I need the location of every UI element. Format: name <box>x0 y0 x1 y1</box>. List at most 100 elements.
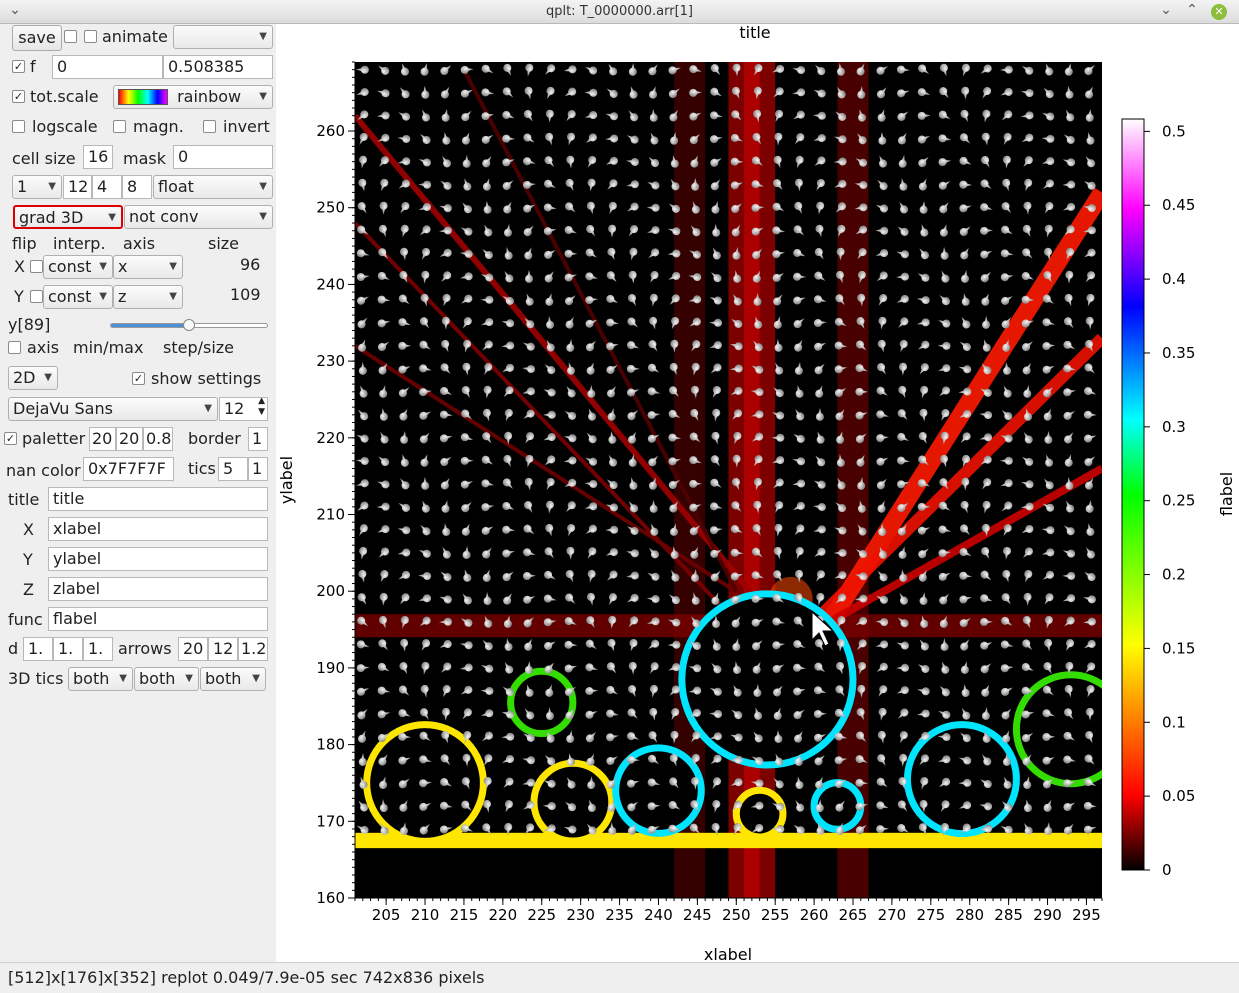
zlabel-input[interactable]: zlabel <box>48 577 268 601</box>
arrow-glyph-shape <box>750 410 764 419</box>
x-interp-combo[interactable]: const ▼ <box>43 255 113 279</box>
y-axis-combo[interactable]: z ▼ <box>113 285 183 309</box>
cellsize-input[interactable]: 16 <box>83 145 113 169</box>
paletter-1-input[interactable]: 20 <box>89 427 116 451</box>
f-checkbox[interactable]: ✓ <box>12 60 25 73</box>
arrows-1-input[interactable]: 20 <box>178 637 208 661</box>
nancolor-input[interactable]: 0x7F7F7F <box>83 457 174 481</box>
arrow-glyph <box>691 362 700 376</box>
invert-checkbox[interactable] <box>203 120 216 133</box>
logscale-checkbox[interactable] <box>12 120 25 133</box>
colorbar-ticks: 00.050.10.150.20.250.30.350.40.450.5 <box>1144 122 1195 879</box>
arrow-glyph <box>899 592 909 605</box>
slice-slider-handle[interactable] <box>183 319 195 331</box>
paletter-3-input[interactable]: 0.8 <box>143 427 173 451</box>
arrow-glyph <box>710 526 723 535</box>
arrows-3-input[interactable]: 1.2 <box>238 637 268 661</box>
f-max-input[interactable]: 0.508385 <box>163 55 273 79</box>
magn-checkbox[interactable] <box>113 120 126 133</box>
arrow-glyph <box>460 227 473 236</box>
palette-combo[interactable]: rainbow ▼ <box>113 85 273 109</box>
arrow-glyph-shape <box>543 227 557 236</box>
x-flip-checkbox[interactable] <box>30 260 43 273</box>
arrow-glyph <box>919 408 928 422</box>
font-combo[interactable]: DejaVu Sans ▼ <box>8 397 218 421</box>
animate-checkbox[interactable] <box>84 30 97 43</box>
func-input[interactable]: flabel <box>48 607 268 631</box>
arrow-glyph-shape <box>897 226 909 237</box>
x-axis-combo[interactable]: x ▼ <box>113 255 183 279</box>
animate-combo[interactable]: ▼ <box>173 25 273 49</box>
d-2-input[interactable]: 1. <box>53 637 83 661</box>
conv-combo[interactable]: not conv ▼ <box>124 205 273 229</box>
d-3-input[interactable]: 1. <box>83 637 113 661</box>
dim-combo[interactable]: 2D ▼ <box>8 366 58 390</box>
cellsize-label: cell size <box>12 149 76 168</box>
totscale-checkbox[interactable]: ✓ <box>12 90 25 103</box>
mask-input[interactable]: 0 <box>173 145 273 169</box>
paletter-checkbox[interactable]: ✓ <box>4 432 17 445</box>
status-bar: [512]x[176]x[352] replot 0.049/7.9e-05 s… <box>0 962 1239 992</box>
plot-canvas[interactable]: title 205 210 215 220 225 230 235 240 245 250 255 2… <box>276 23 1239 964</box>
arrow-glyph <box>585 639 597 650</box>
axis-checkbox[interactable] <box>8 341 21 354</box>
font-size-spinbox[interactable]: 12 ▲ ▼ <box>219 397 268 421</box>
arrow-glyph <box>419 731 431 742</box>
f-min-input[interactable]: 0 <box>52 55 163 79</box>
arrow-glyph-shape <box>814 156 826 167</box>
arrow-glyph <box>816 822 825 835</box>
arrow-glyph-shape <box>938 710 951 719</box>
checkbox-extra[interactable] <box>64 30 77 43</box>
arrow-glyph <box>400 478 410 490</box>
border-input[interactable]: 1 <box>248 427 268 451</box>
component-combo[interactable]: 1 ▼ <box>12 175 62 199</box>
arrow-glyph <box>710 754 722 765</box>
field-8-input[interactable]: 8 <box>122 175 152 199</box>
restore-icon[interactable]: ⌃ <box>1186 2 1198 18</box>
arrow-glyph <box>1083 410 1097 419</box>
arrows-2-input[interactable]: 12 <box>208 637 238 661</box>
tics-1-input[interactable]: 5 <box>218 457 248 481</box>
arrow-glyph <box>919 754 930 766</box>
arrow-glyph <box>1084 754 1095 766</box>
arrow-glyph <box>524 86 533 100</box>
arrow-glyph <box>461 523 470 536</box>
field-12-input[interactable]: 12 <box>63 175 92 199</box>
arrow-glyph <box>504 661 514 674</box>
tics3d-2-combo[interactable]: both ▼ <box>134 667 199 691</box>
close-icon[interactable]: ✕ <box>1211 4 1227 20</box>
arrow-glyph <box>896 250 909 259</box>
paletter-2-input[interactable]: 20 <box>116 427 143 451</box>
xlabel-input[interactable]: xlabel <box>48 517 268 541</box>
arrow-glyph <box>835 111 847 122</box>
arrow-glyph-shape <box>397 157 411 166</box>
window-menu-icon[interactable]: ⌄ <box>9 2 21 18</box>
spin-arrows-icon[interactable]: ▲ ▼ <box>258 397 265 417</box>
save-button[interactable]: save <box>12 25 62 51</box>
tics3d-1-combo[interactable]: both ▼ <box>68 667 133 691</box>
y-interp-combo[interactable]: const ▼ <box>43 285 113 309</box>
type-combo[interactable]: float ▼ <box>153 175 273 199</box>
arrow-glyph <box>689 317 702 327</box>
mode-combo[interactable]: grad 3D ▼ <box>13 205 123 229</box>
arrow-glyph <box>1064 685 1073 698</box>
arrow-glyph <box>856 316 865 330</box>
arrow-glyph <box>627 801 639 812</box>
show-settings-checkbox[interactable]: ✓ <box>132 372 145 385</box>
tics3d-label: 3D tics <box>8 669 64 688</box>
tics3d-3-combo[interactable]: both ▼ <box>200 667 266 691</box>
tics-2-input[interactable]: 1 <box>248 457 268 481</box>
arrow-glyph <box>544 547 554 559</box>
y-flip-checkbox[interactable] <box>30 290 43 303</box>
arrow-glyph-shape <box>1084 754 1095 766</box>
d-1-input[interactable]: 1. <box>23 637 53 661</box>
title-input[interactable]: title <box>48 487 268 511</box>
arrow-glyph <box>356 225 369 235</box>
ylabel-input[interactable]: ylabel <box>48 547 268 571</box>
arrow-glyph-shape <box>917 526 931 535</box>
minimize-icon[interactable]: ⌄ <box>1160 2 1172 18</box>
plot-area[interactable]: title 205 210 215 220 225 230 235 240 245 250 255 2… <box>276 23 1239 964</box>
field-4-input[interactable]: 4 <box>92 175 122 199</box>
arrow-glyph <box>377 662 390 672</box>
arrow-glyph <box>546 86 555 100</box>
